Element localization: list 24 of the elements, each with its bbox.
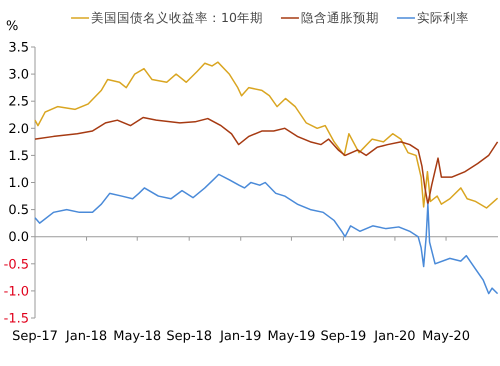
y-tick-label: -0.5 [4,257,29,272]
x-tick-label: Sep-18 [166,329,212,344]
legend-label: 隐含通胀预期 [300,10,379,25]
legend-label: 美国国债名义收益率：10年期 [91,10,263,25]
y-tick-label: -1.0 [4,284,29,300]
y-tick-label: 1.5 [8,148,29,164]
y-tick-label: 0.5 [8,203,29,218]
y-tick-label: 3.0 [8,68,29,83]
y-tick-label: 2.0 [8,122,29,137]
x-tick-label: Sep-17 [12,329,58,344]
y-tick-label: 0.0 [8,230,29,246]
x-tick-label: May-19 [267,329,316,344]
y-tick-label: 3.5 [8,40,29,56]
y-tick-label: 1.0 [8,176,29,191]
y-tick-label: -1.5 [4,312,29,326]
x-tick-label: May-18 [113,329,162,344]
y-tick-label: 2.5 [8,94,29,110]
x-tick-label: Jan-18 [64,329,108,344]
x-tick-label: Jan-20 [373,329,416,344]
x-tick-label: Jan-19 [219,329,262,344]
x-tick-label: Sep-19 [320,329,366,344]
y-axis-title: % [6,19,18,34]
legend-label: 实际利率 [416,10,469,25]
x-tick-label: May-20 [422,329,470,344]
